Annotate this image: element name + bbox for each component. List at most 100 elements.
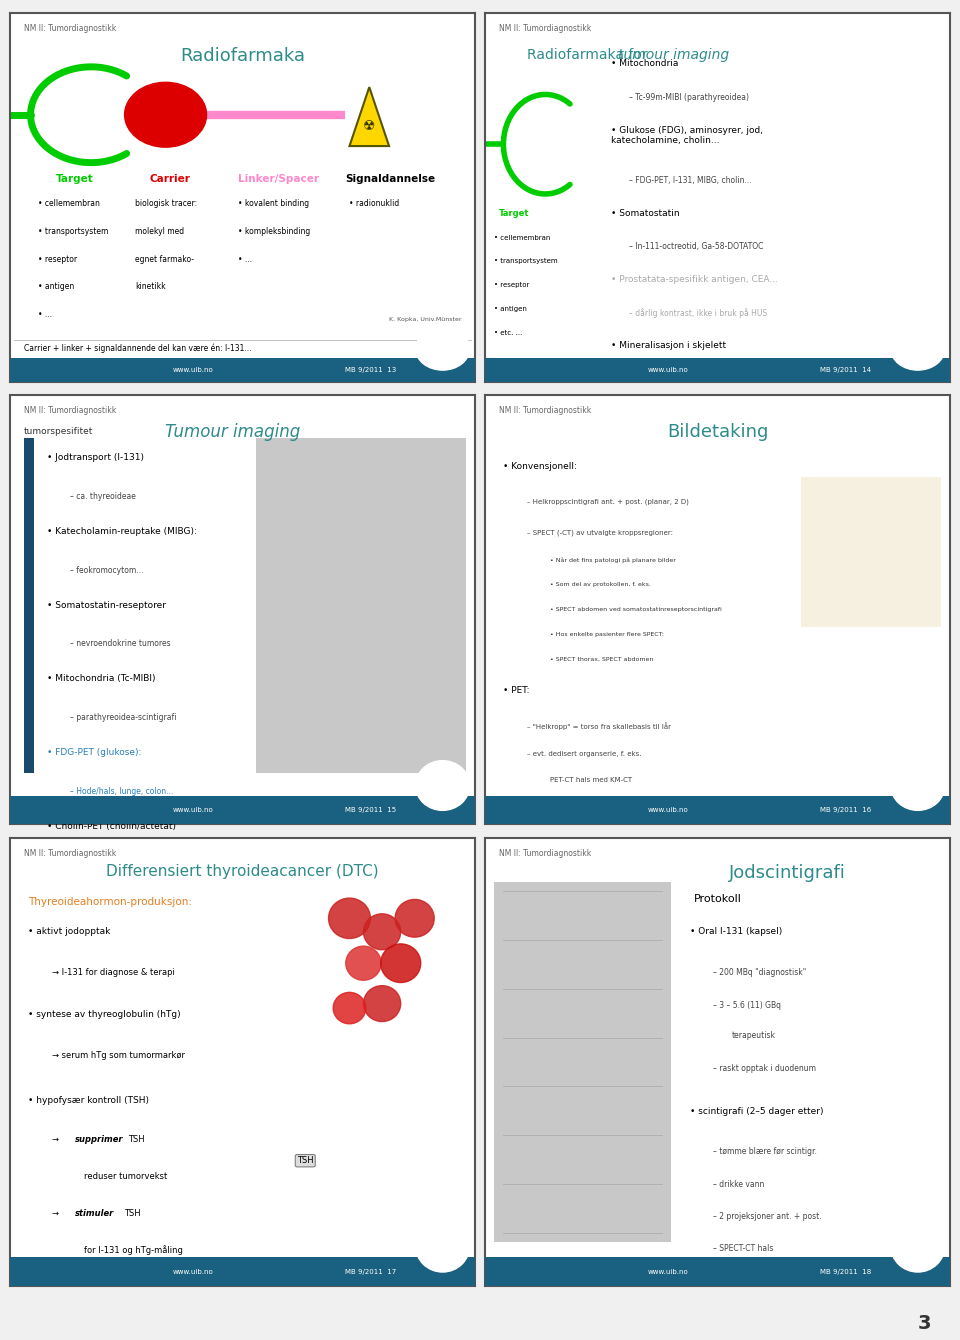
Text: – 3 – 5.6 (11) GBq: – 3 – 5.6 (11) GBq (713, 1001, 780, 1010)
Circle shape (346, 946, 381, 981)
Text: → serum hTg som tumormarkør: → serum hTg som tumormarkør (52, 1051, 184, 1060)
Text: – tømme blære før scintigr.: – tømme blære før scintigr. (713, 1147, 817, 1156)
Circle shape (891, 761, 945, 811)
Text: NM II: Tumordiagnostikk: NM II: Tumordiagnostikk (24, 406, 116, 415)
Text: TSH: TSH (297, 1156, 314, 1166)
Text: • scintigrafi (2–5 dager etter): • scintigrafi (2–5 dager etter) (689, 1107, 823, 1116)
Text: reduser tumorvekst: reduser tumorvekst (84, 1172, 167, 1181)
Circle shape (364, 914, 400, 950)
Text: kinetikk: kinetikk (135, 283, 166, 291)
Text: K. Kopka, Univ.Münster: K. Kopka, Univ.Münster (389, 318, 461, 323)
Text: MB 9/2011  14: MB 9/2011 14 (820, 367, 871, 373)
Text: Signaldannelse: Signaldannelse (345, 174, 435, 184)
Text: • SPECT thorax, SPECT abdomen: • SPECT thorax, SPECT abdomen (550, 657, 654, 662)
Text: ☢: ☢ (363, 119, 375, 133)
Text: molekyl med: molekyl med (135, 228, 184, 236)
Text: – Helkroppscintigrafi ant. + post. (planar, 2 D): – Helkroppscintigrafi ant. + post. (plan… (527, 498, 688, 505)
Text: 3: 3 (918, 1315, 931, 1333)
Bar (494, 882, 671, 1241)
Text: tumour imaging: tumour imaging (617, 48, 729, 63)
Text: • Somatostatin-reseptorer: • Somatostatin-reseptorer (47, 600, 166, 610)
Text: • Jodtransport (I-131): • Jodtransport (I-131) (47, 453, 144, 462)
Text: • PET:: • PET: (503, 686, 530, 694)
Text: • Prostatata-spesifikk antigen, CEA...: • Prostatata-spesifikk antigen, CEA... (611, 275, 778, 284)
Text: NM II: Tumordiagnostikk: NM II: Tumordiagnostikk (24, 24, 116, 34)
Text: • kovalent binding: • kovalent binding (238, 200, 309, 209)
Bar (485, 796, 950, 824)
Bar (24, 438, 34, 773)
Text: • antigen: • antigen (37, 283, 74, 291)
Text: MB 9/2011  18: MB 9/2011 18 (820, 1269, 872, 1274)
Text: – FDG-PET, I-131, MIBG, cholin...: – FDG-PET, I-131, MIBG, cholin... (629, 176, 752, 185)
Text: • ...: • ... (238, 255, 252, 264)
Text: – Hode/hals, lunge, colon...: – Hode/hals, lunge, colon... (70, 787, 174, 796)
Text: supprimer: supprimer (75, 1135, 123, 1144)
Text: MB 9/2011  16: MB 9/2011 16 (820, 807, 872, 813)
Text: →: → (52, 1209, 61, 1218)
Text: • transportsystem: • transportsystem (494, 259, 558, 264)
Text: Thyreoideahormon-produksjon:: Thyreoideahormon-produksjon: (28, 896, 192, 907)
Text: MB 9/2011  13: MB 9/2011 13 (345, 367, 396, 373)
Text: • radionuklid: • radionuklid (349, 200, 399, 209)
Text: • cellemembran: • cellemembran (494, 234, 550, 240)
Text: – SPECT (-CT) av utvalgte kroppsregioner:: – SPECT (-CT) av utvalgte kroppsregioner… (527, 529, 673, 536)
Text: Radiofarmaka: Radiofarmaka (180, 47, 305, 64)
Circle shape (381, 943, 420, 982)
Text: • kompleksbinding: • kompleksbinding (238, 228, 310, 236)
Text: • Konvensjonell:: • Konvensjonell: (503, 462, 577, 470)
Text: – evt. PET underekstremitet: – evt. PET underekstremitet (527, 805, 624, 811)
Text: www.uib.no: www.uib.no (173, 1269, 213, 1274)
Text: NM II: Tumordiagnostikk: NM II: Tumordiagnostikk (499, 848, 591, 858)
Text: • hypofysær kontroll (TSH): • hypofysær kontroll (TSH) (28, 1096, 149, 1104)
Text: – evt. dedisert organserie, f. eks.: – evt. dedisert organserie, f. eks. (527, 752, 641, 757)
Circle shape (333, 993, 366, 1024)
Text: MB 9/2011  15: MB 9/2011 15 (345, 807, 396, 813)
Text: • Katecholamin-reuptake (MIBG):: • Katecholamin-reuptake (MIBG): (47, 527, 197, 536)
Text: Target: Target (56, 174, 94, 184)
Text: • Som del av protokollen, f. eks.: • Som del av protokollen, f. eks. (550, 582, 651, 587)
Text: NM II: Tumordiagnostikk: NM II: Tumordiagnostikk (499, 406, 591, 415)
Circle shape (416, 1219, 469, 1272)
Circle shape (396, 899, 434, 937)
Text: Tumour imaging: Tumour imaging (165, 423, 300, 441)
Circle shape (416, 761, 469, 811)
Text: MB 9/2011  17: MB 9/2011 17 (345, 1269, 396, 1274)
Text: TSH: TSH (129, 1135, 145, 1144)
Text: – dårlig kontrast, ikke i bruk på HUS: – dårlig kontrast, ikke i bruk på HUS (629, 308, 767, 318)
Text: • ...: • ... (37, 310, 52, 319)
Text: www.uib.no: www.uib.no (173, 367, 213, 373)
Text: • syntese av thyreoglobulin (hTg): • syntese av thyreoglobulin (hTg) (28, 1010, 180, 1020)
Text: • Når det fins patologi på planare bilder: • Når det fins patologi på planare bilde… (550, 557, 676, 563)
Bar (485, 358, 950, 382)
Text: – SPECT-CT hals: – SPECT-CT hals (713, 1245, 774, 1253)
Text: • transportsystem: • transportsystem (37, 228, 108, 236)
Text: – drikke vann: – drikke vann (713, 1179, 764, 1189)
Text: – Tc-99m-MDP, F-18-fluorid: – Tc-99m-MDP, F-18-fluorid (629, 375, 732, 383)
Bar (10, 1257, 475, 1286)
Text: Protokoll: Protokoll (694, 894, 742, 903)
Text: www.uib.no: www.uib.no (648, 1269, 688, 1274)
Text: – parathyreoidea-scintigrafi: – parathyreoidea-scintigrafi (70, 713, 177, 722)
Text: Target: Target (499, 209, 529, 217)
Text: • reseptor: • reseptor (494, 283, 530, 288)
Text: Carrier + linker + signaldannende del kan være én: I-131...: Carrier + linker + signaldannende del ka… (24, 343, 252, 352)
Text: – 2 projeksjoner ant. + post.: – 2 projeksjoner ant. + post. (713, 1211, 822, 1221)
Text: Bildetaking: Bildetaking (667, 423, 768, 441)
Text: www.uib.no: www.uib.no (173, 807, 213, 813)
Bar (256, 438, 466, 773)
Text: • FDG-PET (glukose):: • FDG-PET (glukose): (47, 748, 141, 757)
Circle shape (891, 327, 945, 370)
Text: • Somatostatin: • Somatostatin (611, 209, 679, 217)
Text: Jodscintigrafi: Jodscintigrafi (729, 864, 846, 883)
Text: • aktivt jodopptak: • aktivt jodopptak (28, 927, 110, 937)
Text: – "Helkropp" = torso fra skallebasis til lår: – "Helkropp" = torso fra skallebasis til… (527, 722, 671, 730)
Polygon shape (349, 87, 389, 146)
Text: Carrier: Carrier (149, 174, 190, 184)
Text: • Mitochondria (Tc-MIBI): • Mitochondria (Tc-MIBI) (47, 674, 156, 683)
Circle shape (125, 82, 206, 147)
Bar (10, 796, 475, 824)
Text: • Glukose (FDG), aminosyrer, jod,
katecholamine, cholin...: • Glukose (FDG), aminosyrer, jod, katech… (611, 126, 762, 145)
Text: • etc. ...: • etc. ... (494, 331, 522, 336)
Text: – nevroendokrine tumores: – nevroendokrine tumores (70, 639, 171, 649)
Text: → I-131 for diagnose & terapi: → I-131 for diagnose & terapi (52, 967, 175, 977)
